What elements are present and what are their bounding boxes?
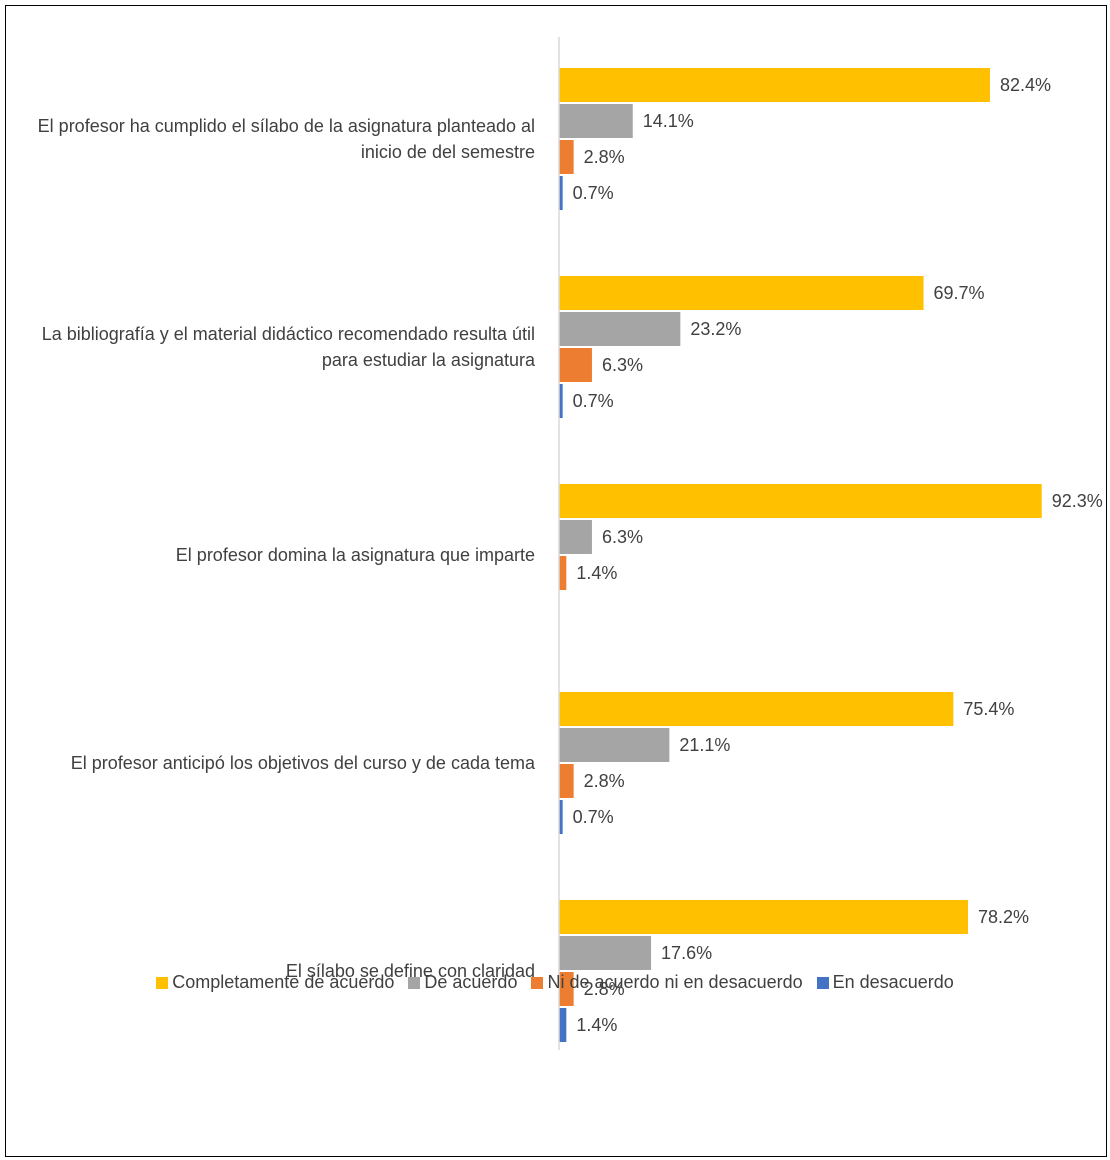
- bar: [559, 520, 592, 554]
- legend: Completamente de acuerdo De acuerdo Ni de …: [0, 972, 1110, 993]
- data-label: 2.8%: [584, 771, 625, 791]
- data-label: 92.3%: [1052, 491, 1103, 511]
- bar: [559, 176, 563, 210]
- bar: [559, 384, 563, 418]
- data-label: 0.7%: [573, 391, 614, 411]
- data-label: 23.2%: [690, 319, 741, 339]
- bar: [559, 68, 990, 102]
- bar: [559, 972, 574, 1006]
- bar: [559, 936, 652, 970]
- bar: [559, 764, 574, 798]
- legend-label: De acuerdo: [424, 972, 518, 992]
- category-label: El sílabo se define con claridad: [285, 961, 535, 981]
- legend-swatch: [408, 976, 421, 989]
- data-label: 78.2%: [978, 907, 1029, 927]
- bar: [559, 556, 567, 590]
- chart-border: [5, 5, 1107, 1157]
- bar: [559, 728, 670, 762]
- legend-item: En desacuerdo: [816, 972, 954, 993]
- legend-swatch: [531, 976, 544, 989]
- bar: [559, 692, 954, 726]
- bar: [559, 800, 563, 834]
- data-label: 1.4%: [576, 563, 617, 583]
- data-label: 0.7%: [573, 183, 614, 203]
- legend-item: De acuerdo: [408, 972, 517, 993]
- data-label: 69.7%: [934, 283, 985, 303]
- category-label: El profesor anticipó los objetivos del c…: [70, 753, 535, 773]
- data-label: 6.3%: [602, 355, 643, 375]
- legend-label: En desacuerdo: [832, 972, 954, 992]
- data-label: 0.7%: [573, 807, 614, 827]
- bar: [559, 276, 924, 310]
- data-label: 2.8%: [584, 979, 625, 999]
- legend-item: Ni de acuerdo ni en desacuerdo: [531, 972, 803, 993]
- data-label: 75.4%: [963, 699, 1014, 719]
- bar: [559, 900, 968, 934]
- data-label: 21.1%: [679, 735, 730, 755]
- data-label: 2.8%: [584, 147, 625, 167]
- bar: [559, 140, 574, 174]
- legend-item: Completamente de acuerdo: [156, 972, 394, 993]
- legend-swatch: [156, 976, 169, 989]
- bar: [559, 348, 592, 382]
- bar: [559, 104, 633, 138]
- data-label: 17.6%: [661, 943, 712, 963]
- bar: [559, 312, 681, 346]
- data-label: 6.3%: [602, 527, 643, 547]
- data-label: 14.1%: [643, 111, 694, 131]
- legend-swatch: [816, 976, 829, 989]
- bar: [559, 484, 1042, 518]
- data-label: 82.4%: [1000, 75, 1051, 95]
- category-label: El profesor domina la asignatura que imp…: [175, 545, 535, 565]
- data-label: 1.4%: [576, 1015, 617, 1035]
- legend-label: Ni de acuerdo ni en desacuerdo: [547, 972, 803, 992]
- legend-label: Completamente de acuerdo: [172, 972, 395, 992]
- bar: [559, 1008, 567, 1042]
- category-label: La bibliografía y el material didáctico …: [41, 324, 535, 370]
- category-label: El profesor ha cumplido el sílabo de la …: [37, 116, 535, 162]
